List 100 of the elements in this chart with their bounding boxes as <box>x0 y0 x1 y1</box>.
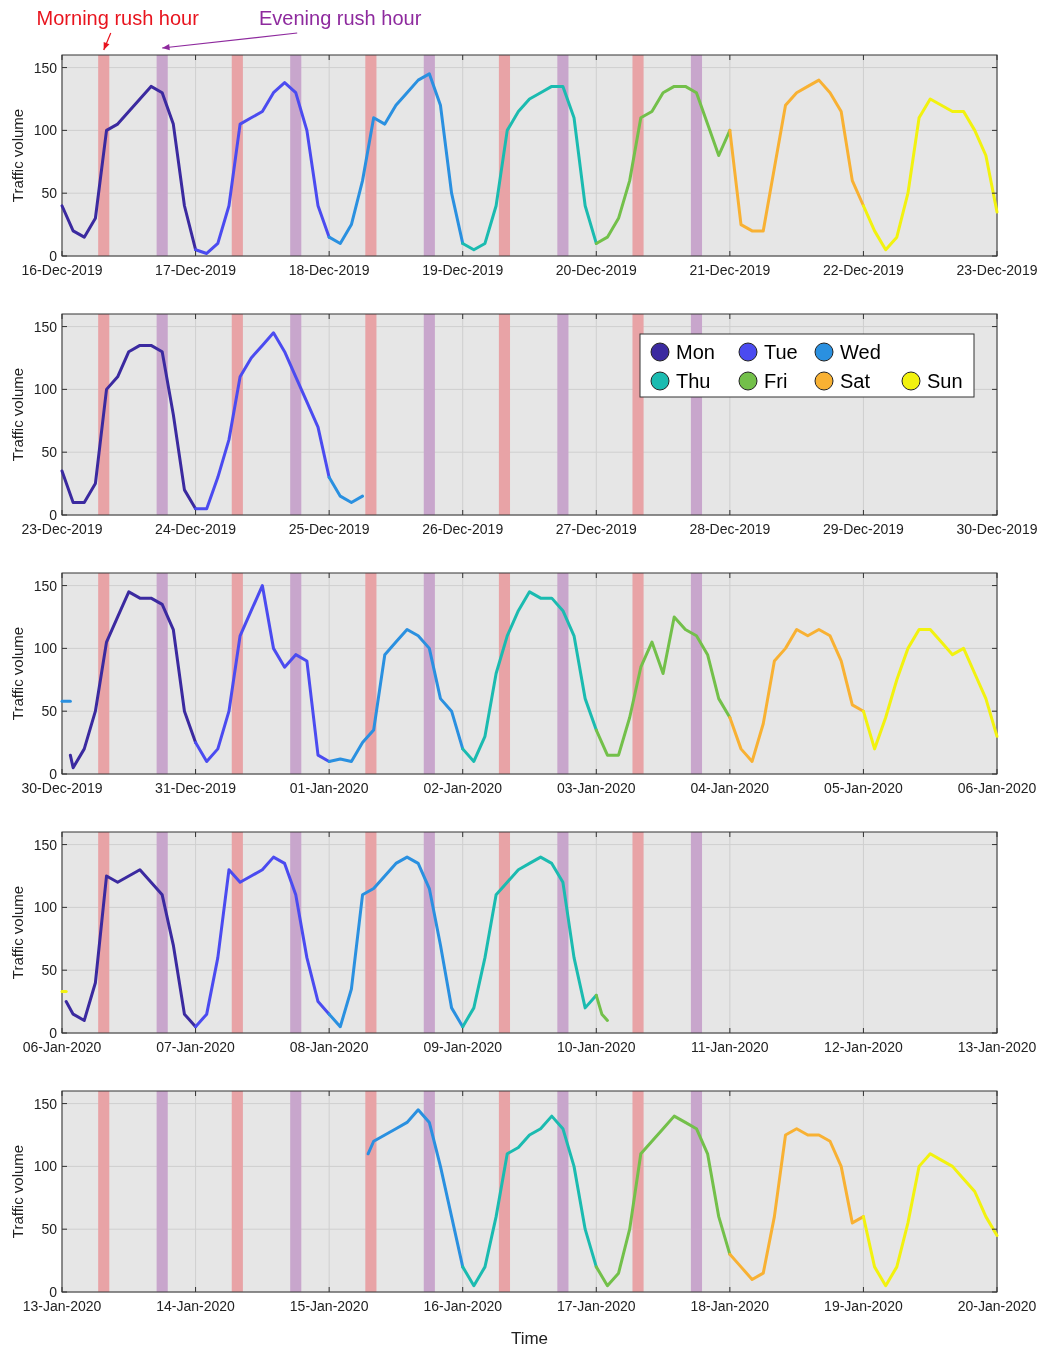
legend-label: Sun <box>927 370 963 392</box>
line-series <box>327 855 465 1029</box>
x-tick-label: 10-Jan-2020 <box>556 1039 636 1055</box>
line-series <box>594 615 732 757</box>
line-series <box>194 81 331 255</box>
line-series <box>461 855 598 1029</box>
x-tick-label: 26-Dec-2019 <box>422 521 504 537</box>
y-tick-label: 0 <box>49 1025 58 1041</box>
y-axis-title: Traffic volume <box>9 367 26 462</box>
line-series <box>728 628 865 763</box>
line-series <box>366 1108 465 1269</box>
line-series <box>861 1152 999 1288</box>
x-tick-label: 09-Jan-2020 <box>423 1039 503 1055</box>
y-tick-label: 50 <box>41 703 58 720</box>
x-tick-label: 23-Dec-2019 <box>956 262 1038 278</box>
line-series <box>728 1127 865 1281</box>
y-tick-label: 0 <box>49 248 58 264</box>
x-tick-label: 23-Dec-2019 <box>21 521 103 537</box>
x-tick-label: 11-Jan-2020 <box>691 1039 769 1055</box>
y-tick-label: 100 <box>33 899 58 916</box>
y-tick-label: 100 <box>33 122 58 139</box>
legend-label: Wed <box>840 341 881 363</box>
x-tick-label: 21-Dec-2019 <box>689 262 771 278</box>
legend-label: Sat <box>840 370 871 392</box>
line-series <box>327 72 465 245</box>
x-tick-label: 12-Jan-2020 <box>824 1039 903 1055</box>
y-tick-label: 150 <box>33 1095 58 1112</box>
y-tick-label: 100 <box>33 381 58 398</box>
line-series <box>194 331 331 511</box>
x-tick-label: 31-Dec-2019 <box>155 780 237 796</box>
x-tick-label: 28-Dec-2019 <box>689 521 771 537</box>
x-tick-label: 30-Dec-2019 <box>21 780 103 796</box>
x-tick-label: 04-Jan-2020 <box>690 780 770 796</box>
x-tick-label: 13-Jan-2020 <box>22 1298 102 1314</box>
y-tick-label: 0 <box>49 1284 58 1300</box>
y-axis-title: Traffic volume <box>9 626 26 721</box>
x-tick-label: 05-Jan-2020 <box>824 780 903 796</box>
line-series <box>60 343 198 511</box>
x-tick-label: 20-Jan-2020 <box>957 1298 1037 1314</box>
x-tick-label: 22-Dec-2019 <box>822 262 905 278</box>
y-tick-label: 50 <box>41 444 58 461</box>
y-tick-label: 50 <box>41 185 58 202</box>
legend-label: Thu <box>676 370 711 392</box>
text: Evening rush hour <box>259 7 422 29</box>
line-series <box>728 78 865 233</box>
y-tick-label: 0 <box>49 766 58 782</box>
line-series <box>327 628 465 763</box>
line-series <box>861 97 999 252</box>
legend-label: Mon <box>676 341 715 363</box>
y-axis-title: Traffic volume <box>9 108 26 203</box>
y-axis-title: Traffic volume <box>9 885 26 980</box>
x-tick-label: 27-Dec-2019 <box>555 521 637 537</box>
y-tick-label: 50 <box>41 962 58 979</box>
x-tick-label: 01-Jan-2020 <box>289 780 369 796</box>
x-tick-label: 16-Dec-2019 <box>21 262 103 278</box>
line-series <box>594 1114 732 1288</box>
x-tick-label: 29-Dec-2019 <box>822 521 905 537</box>
x-tick-label: 07-Jan-2020 <box>156 1039 236 1055</box>
x-tick-label: 17-Jan-2020 <box>556 1298 636 1314</box>
line-series <box>461 84 598 252</box>
y-tick-label: 150 <box>33 836 58 853</box>
x-tick-label: 20-Dec-2019 <box>555 262 637 278</box>
x-tick-label: 19-Dec-2019 <box>422 262 504 278</box>
x-tick-label: 18-Jan-2020 <box>690 1298 770 1314</box>
line-series <box>64 868 198 1029</box>
x-tick-label: 24-Dec-2019 <box>155 521 237 537</box>
line-series <box>68 590 198 770</box>
x-tick-label: 30-Dec-2019 <box>956 521 1038 537</box>
line-series <box>461 590 598 763</box>
x-tick-label: 17-Dec-2019 <box>155 262 237 278</box>
x-tick-label: 06-Jan-2020 <box>22 1039 102 1055</box>
text: Morning rush hour <box>36 7 200 29</box>
x-tick-label: 18-Dec-2019 <box>288 262 370 278</box>
legend-label: Fri <box>764 370 788 392</box>
x-tick-label: 19-Jan-2020 <box>824 1298 903 1314</box>
x-tick-label: 06-Jan-2020 <box>957 780 1037 796</box>
line-series <box>461 1114 598 1288</box>
x-tick-label: 15-Jan-2020 <box>289 1298 369 1314</box>
y-tick-label: 150 <box>33 577 58 594</box>
line-series <box>594 84 732 245</box>
y-axis-title: Traffic volume <box>9 1144 26 1239</box>
line-series <box>861 628 999 751</box>
line-series <box>60 84 198 252</box>
x-tick-label: 25-Dec-2019 <box>288 521 370 537</box>
legend-label: Tue <box>764 341 798 363</box>
y-tick-label: 150 <box>33 318 58 335</box>
x-axis-title: Time <box>510 1329 549 1348</box>
x-tick-label: 14-Jan-2020 <box>156 1298 236 1314</box>
y-tick-label: 0 <box>49 507 58 523</box>
line-series <box>194 584 331 763</box>
y-tick-label: 100 <box>33 640 58 657</box>
x-tick-label: 03-Jan-2020 <box>556 780 636 796</box>
y-tick-label: 50 <box>41 1221 58 1238</box>
line-series <box>194 855 331 1029</box>
y-tick-label: 100 <box>33 1158 58 1175</box>
x-tick-label: 02-Jan-2020 <box>423 780 503 796</box>
x-tick-label: 13-Jan-2020 <box>957 1039 1037 1055</box>
y-tick-label: 150 <box>33 59 58 76</box>
x-tick-label: 16-Jan-2020 <box>423 1298 503 1314</box>
x-tick-label: 08-Jan-2020 <box>289 1039 369 1055</box>
